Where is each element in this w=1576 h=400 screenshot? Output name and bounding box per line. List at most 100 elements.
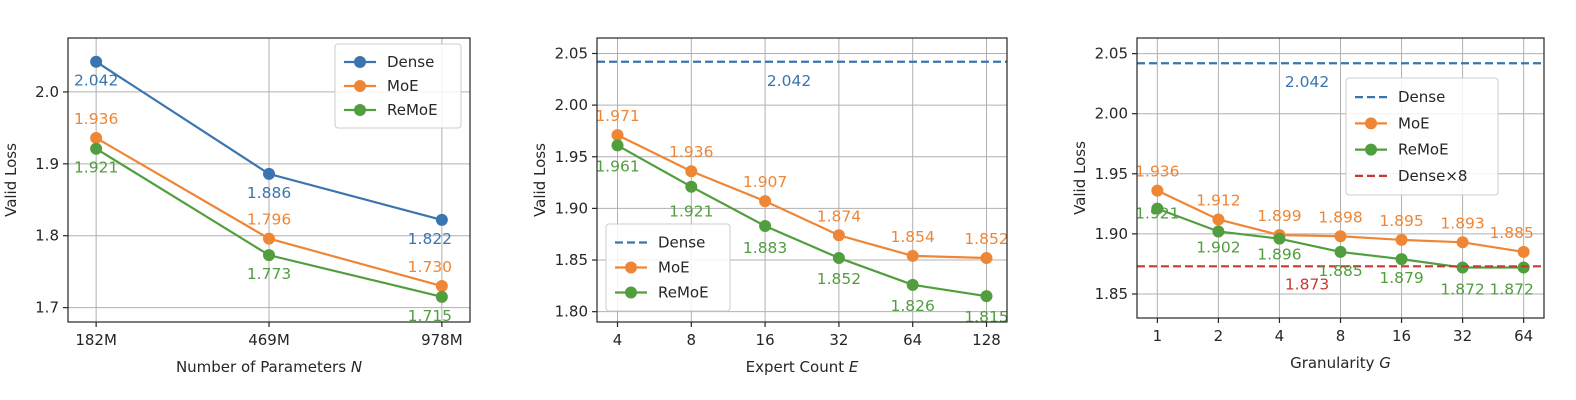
data-point-remoe bbox=[611, 139, 624, 152]
data-point-moe bbox=[435, 280, 448, 293]
y-tick-label: 1.95 bbox=[1095, 165, 1128, 183]
legend-item-moe: MoE bbox=[1355, 114, 1430, 132]
legend-item-remoe: ReMoE bbox=[615, 284, 709, 302]
x-axis-label-variable: N bbox=[351, 358, 362, 376]
data-point-remoe bbox=[1395, 253, 1408, 266]
legend-marker bbox=[625, 286, 637, 299]
data-label: 1.921 bbox=[669, 203, 713, 221]
data-point-moe bbox=[263, 232, 275, 245]
data-label: 1.936 bbox=[1135, 163, 1179, 181]
data-point-moe bbox=[1395, 233, 1408, 246]
legend-label: Dense bbox=[387, 53, 434, 71]
y-axis: 1.85 1.90 1.95 2.00 2.05 bbox=[1095, 45, 1137, 303]
data-label: 1.872 bbox=[1489, 281, 1533, 299]
data-label: 1.885 bbox=[1489, 224, 1533, 242]
data-point-dense bbox=[90, 55, 103, 68]
data-label: 1.886 bbox=[247, 184, 291, 202]
data-point-moe bbox=[1517, 245, 1530, 258]
legend-item-dense: Dense bbox=[615, 234, 705, 252]
legend-item-moe: MoE bbox=[615, 259, 690, 277]
x-axis-label-text: Granularity bbox=[1290, 354, 1379, 372]
data-point-remoe bbox=[906, 278, 919, 291]
legend-label: ReMoE bbox=[387, 101, 438, 119]
series-line-moe bbox=[617, 134, 987, 260]
y-tick-label: 1.85 bbox=[1095, 285, 1128, 303]
data-label: 1.883 bbox=[743, 239, 787, 257]
series-remoe bbox=[90, 142, 448, 303]
x-tick-label: 64 bbox=[1514, 327, 1533, 345]
legend-label: ReMoE bbox=[1398, 141, 1449, 159]
x-axis: 1 2 4 8 16 32 64 bbox=[1153, 318, 1533, 345]
series-group bbox=[597, 60, 1007, 303]
data-label: 1.852 bbox=[817, 270, 861, 288]
x-axis: 182M 469M 978M bbox=[75, 322, 463, 349]
legend-label: Dense×8 bbox=[1398, 167, 1467, 185]
data-label: 1.879 bbox=[1379, 269, 1423, 287]
data-point-remoe bbox=[263, 249, 275, 262]
x-tick-label: 4 bbox=[613, 331, 623, 349]
chart-panel-params: 2.042 1.886 1.822 1.936 1.796 1.730 1.921 1.773… bbox=[2, 37, 471, 376]
y-axis-label: Valid Loss bbox=[1071, 141, 1089, 215]
data-point-remoe bbox=[1273, 232, 1286, 245]
axes-frame bbox=[596, 37, 1008, 323]
series-group bbox=[90, 55, 448, 303]
data-label: 1.885 bbox=[1318, 262, 1362, 280]
x-tick-label: 16 bbox=[756, 331, 775, 349]
data-point-moe bbox=[759, 195, 772, 208]
data-label: 1.921 bbox=[1135, 205, 1179, 223]
data-label: 1.873 bbox=[1285, 275, 1329, 293]
legend-label: Dense bbox=[1398, 88, 1445, 106]
x-tick-label: 1 bbox=[1153, 327, 1163, 345]
data-label: 1.899 bbox=[1257, 207, 1301, 225]
data-label: 1.907 bbox=[743, 173, 787, 191]
legend-marker bbox=[354, 104, 366, 116]
x-axis-label-text: Expert Count bbox=[746, 358, 849, 376]
data-label: 1.872 bbox=[1440, 281, 1484, 299]
y-tick-label: 1.85 bbox=[555, 251, 588, 269]
y-tick-label: 1.7 bbox=[35, 299, 59, 317]
x-tick-label: 32 bbox=[1453, 327, 1472, 345]
x-tick-label: 182M bbox=[75, 331, 117, 349]
data-label: 1.936 bbox=[74, 110, 118, 128]
legend-box bbox=[605, 223, 731, 312]
y-tick-label: 2.00 bbox=[1095, 105, 1128, 123]
x-tick-label: 978M bbox=[421, 331, 463, 349]
x-tick-label: 8 bbox=[687, 331, 697, 349]
legend-box bbox=[334, 43, 462, 129]
data-point-moe bbox=[980, 251, 993, 264]
x-axis-label: Granularity G bbox=[1290, 354, 1391, 372]
data-point-moe bbox=[906, 249, 919, 262]
y-tick-label: 2.0 bbox=[35, 83, 59, 101]
legend-item-moe: MoE bbox=[344, 77, 419, 95]
data-label: 1.895 bbox=[1379, 212, 1423, 230]
legend-label: MoE bbox=[1398, 114, 1430, 132]
legend-label: Dense bbox=[658, 234, 705, 252]
y-axis: 1.80 1.85 1.90 1.95 2.00 2.05 bbox=[555, 44, 597, 321]
data-point-remoe bbox=[1456, 261, 1469, 274]
chart-panel-granularity: 2.042 1.936 1.912 1.899 1.898 1.895 1.893 1.885… bbox=[1071, 37, 1545, 372]
data-point-remoe bbox=[1517, 261, 1530, 274]
legend-item-densex8: Dense×8 bbox=[1355, 167, 1467, 185]
x-axis-label-text: Number of Parameters bbox=[176, 358, 351, 376]
series-line-remoe bbox=[616, 144, 987, 298]
legend-marker bbox=[354, 56, 366, 68]
legend-marker bbox=[354, 80, 366, 92]
data-label: 1.730 bbox=[408, 258, 452, 276]
x-axis-label-variable: E bbox=[849, 358, 859, 376]
data-point-remoe bbox=[685, 180, 698, 193]
x-tick-label: 2 bbox=[1214, 327, 1224, 345]
data-label: 1.715 bbox=[408, 307, 452, 325]
data-point-moe bbox=[685, 165, 698, 178]
data-point-dense bbox=[435, 213, 448, 226]
x-axis-label: Number of Parameters N bbox=[176, 358, 362, 376]
y-axis-label: Valid Loss bbox=[531, 143, 549, 217]
data-point-remoe bbox=[90, 142, 103, 155]
legend-label: MoE bbox=[387, 77, 419, 95]
y-axis-label: Valid Loss bbox=[2, 143, 20, 217]
x-tick-label: 8 bbox=[1336, 327, 1346, 345]
data-point-remoe bbox=[980, 290, 993, 303]
y-axis: 1.7 1.8 1.9 2.0 bbox=[35, 83, 68, 317]
data-point-dense bbox=[263, 167, 275, 180]
